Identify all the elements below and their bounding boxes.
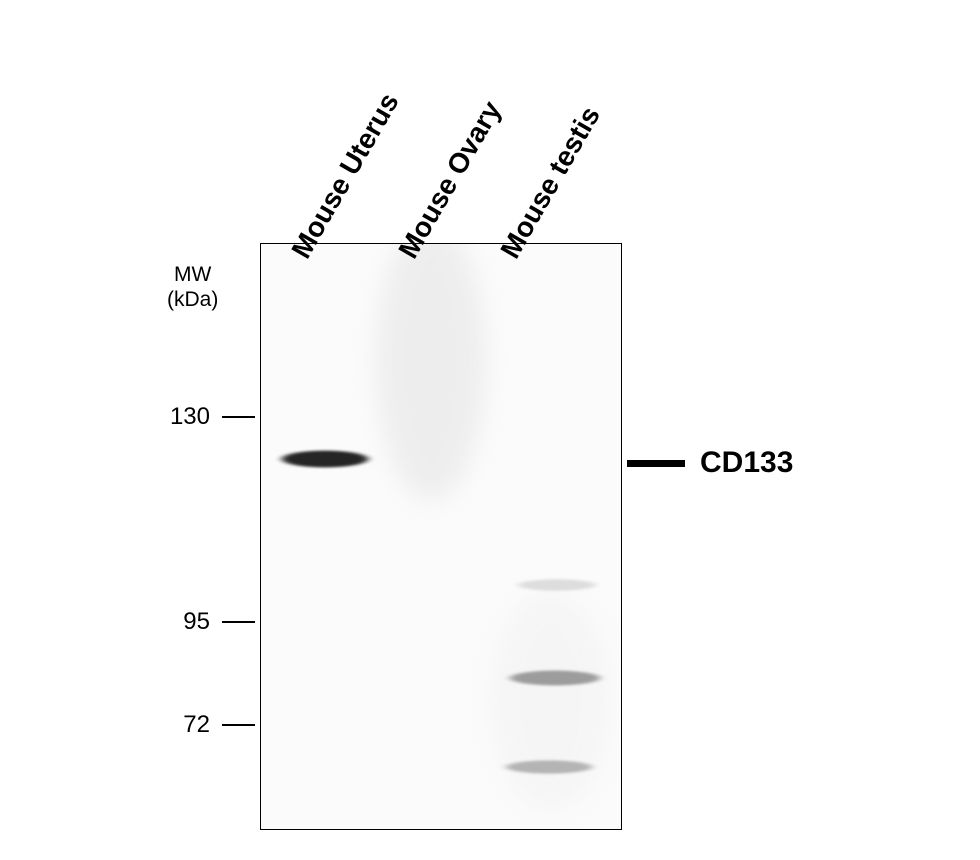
- blot-smear: [491, 591, 611, 811]
- protein-annotation-tick: [627, 460, 685, 467]
- lane-label-3: Mouse testis: [494, 101, 607, 264]
- mw-marker-label: 95: [183, 608, 210, 636]
- mw-marker-label: 130: [170, 403, 210, 431]
- mw-marker-tick: [222, 621, 255, 623]
- blot-band: [518, 579, 596, 590]
- blot-band: [510, 671, 600, 686]
- lane-label-2: Mouse Ovary: [392, 96, 508, 264]
- blot-smear: [376, 243, 486, 501]
- mw-marker-tick: [222, 416, 255, 418]
- lane-label-1: Mouse Uterus: [285, 88, 405, 264]
- mw-header: MW (kDa): [167, 262, 218, 312]
- blot-band: [506, 760, 592, 773]
- blot-membrane: [260, 243, 622, 830]
- blot-band: [282, 451, 368, 468]
- mw-marker-tick: [222, 724, 255, 726]
- protein-annotation-label: CD133: [700, 446, 793, 480]
- mw-marker-label: 72: [183, 711, 210, 739]
- mw-header-line1: MW: [174, 263, 211, 286]
- mw-header-line2: (kDa): [167, 288, 218, 311]
